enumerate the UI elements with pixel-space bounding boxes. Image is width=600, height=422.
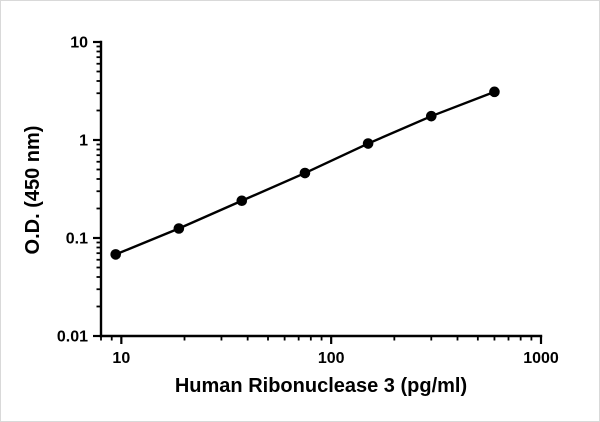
data-point [425, 110, 437, 122]
x-tick-label: 10 [112, 350, 130, 367]
x-tick-label: 1000 [523, 350, 559, 367]
data-point [173, 223, 185, 234]
y-tick-label: 1 [79, 133, 88, 150]
y-axis-title: O.D. (450 nm) [22, 125, 44, 255]
data-point [362, 138, 374, 149]
y-tick-label: 0.01 [57, 329, 88, 346]
data-point [110, 249, 121, 260]
y-tick-label: 0.1 [66, 231, 88, 248]
x-tick-label: 100 [318, 350, 345, 367]
y-tick-label: 10 [70, 35, 88, 52]
data-point [299, 167, 311, 179]
data-point [236, 195, 248, 207]
x-axis-title: Human Ribonuclease 3 (pg/ml) [174, 375, 468, 397]
data-point [489, 86, 500, 98]
